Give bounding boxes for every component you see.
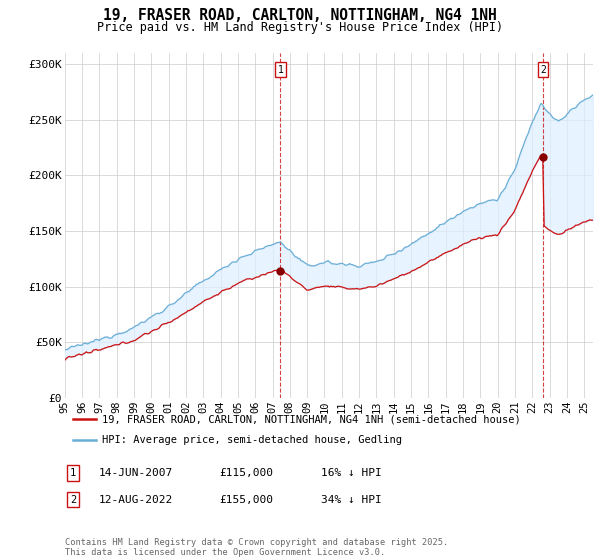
Text: 16% ↓ HPI: 16% ↓ HPI: [321, 468, 382, 478]
Text: 1: 1: [277, 65, 283, 75]
Text: 14-JUN-2007: 14-JUN-2007: [99, 468, 173, 478]
Text: 2: 2: [540, 65, 546, 75]
Text: £155,000: £155,000: [219, 494, 273, 505]
Text: 19, FRASER ROAD, CARLTON, NOTTINGHAM, NG4 1NH (semi-detached house): 19, FRASER ROAD, CARLTON, NOTTINGHAM, NG…: [102, 414, 521, 424]
Text: 34% ↓ HPI: 34% ↓ HPI: [321, 494, 382, 505]
Text: Price paid vs. HM Land Registry's House Price Index (HPI): Price paid vs. HM Land Registry's House …: [97, 21, 503, 34]
Text: 19, FRASER ROAD, CARLTON, NOTTINGHAM, NG4 1NH: 19, FRASER ROAD, CARLTON, NOTTINGHAM, NG…: [103, 8, 497, 24]
Text: 2: 2: [70, 494, 76, 505]
Text: HPI: Average price, semi-detached house, Gedling: HPI: Average price, semi-detached house,…: [102, 435, 402, 445]
Text: Contains HM Land Registry data © Crown copyright and database right 2025.
This d: Contains HM Land Registry data © Crown c…: [65, 538, 448, 557]
Text: 1: 1: [70, 468, 76, 478]
Text: £115,000: £115,000: [219, 468, 273, 478]
Text: 12-AUG-2022: 12-AUG-2022: [99, 494, 173, 505]
